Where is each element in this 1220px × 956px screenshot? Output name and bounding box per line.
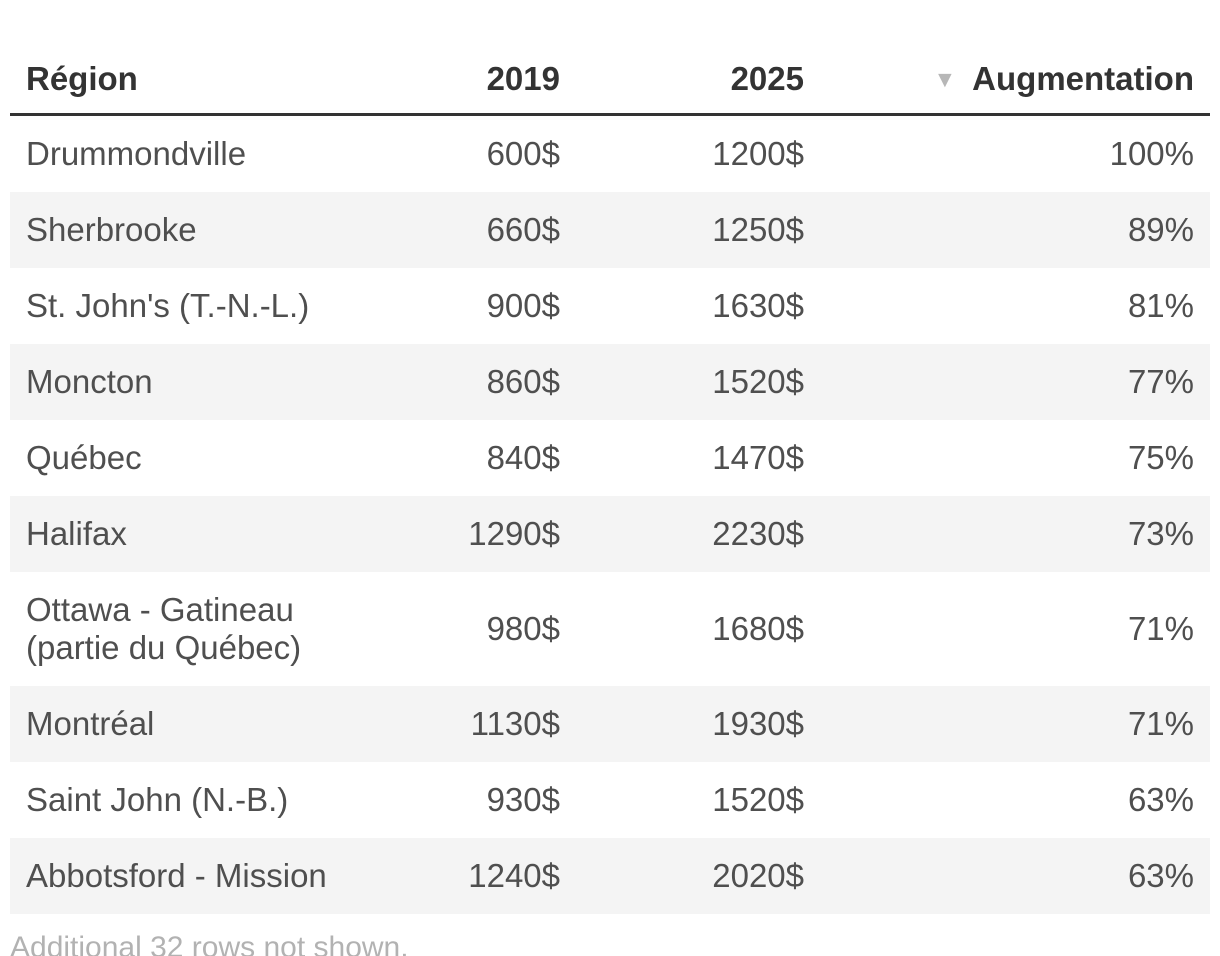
cell-augmentation: 71% [1127,705,1194,742]
sort-desc-icon: ▼ [933,66,957,92]
cell-augmentation: 75% [1127,439,1194,476]
col-header-region[interactable]: Région [10,22,390,116]
cell-2019: 660$ [486,211,560,248]
cell-2025: 2230$ [712,515,804,552]
cell-2019: 980$ [486,610,560,647]
cell-2025: 1250$ [712,211,804,248]
cell-2025: 1470$ [712,439,804,476]
cell-2025: 1930$ [712,705,804,742]
col-header-augmentation[interactable]: ▼ Augmentation [820,22,1210,116]
cell-augmentation: 89% [1127,211,1194,248]
table-row: Sherbrooke 660$ 1250$ 89% [10,192,1210,268]
cell-region: Saint John (N.-B.) [26,781,289,818]
table-row: Montréal 1130$ 1930$ 71% [10,686,1210,762]
cell-region: Abbotsford - Mission [26,857,327,894]
table-row: Drummondville 600$ 1200$ 100% [10,115,1210,193]
cell-region: St. John's (T.-N.-L.) [26,287,310,324]
cell-region: Sherbrooke [26,211,197,248]
cell-augmentation: 81% [1127,287,1194,324]
footer-note: Additional 32 rows not shown. [10,931,409,956]
cell-2019: 860$ [486,363,560,400]
cell-augmentation: 63% [1127,781,1194,818]
cell-region: Moncton [26,363,153,400]
cell-augmentation: 71% [1127,610,1194,647]
col-header-region-label: Région [26,60,138,97]
cell-2019: 900$ [486,287,560,324]
cell-region: Montréal [26,705,155,742]
cell-region: Halifax [26,515,127,552]
table-row: Halifax 1290$ 2230$ 73% [10,496,1210,572]
table-row: Saint John (N.-B.) 930$ 1520$ 63% [10,762,1210,838]
header-row: Région 2019 2025 ▼ Augmentation [10,22,1210,116]
cell-augmentation: 73% [1127,515,1194,552]
data-table: Région 2019 2025 ▼ Augmentation Drummond… [10,22,1210,914]
col-header-2025[interactable]: 2025 [576,22,820,116]
cell-augmentation: 63% [1127,857,1194,894]
table-row: Ottawa - Gatineau (partie du Québec) 980… [10,572,1210,686]
cell-2019: 1130$ [470,705,560,742]
table-row: Moncton 860$ 1520$ 77% [10,344,1210,420]
cell-region: Drummondville [26,135,247,172]
table-row: Abbotsford - Mission 1240$ 2020$ 63% [10,838,1210,914]
cell-region: Québec [26,439,142,476]
col-header-augmentation-label: Augmentation [972,60,1194,97]
cell-2025: 1200$ [712,135,804,172]
cell-2025: 1630$ [712,287,804,324]
cell-2025: 1520$ [712,781,804,818]
cell-2019: 600$ [486,135,560,172]
col-header-2019-label: 2019 [486,60,560,97]
cell-augmentation: 100% [1109,135,1194,172]
cell-2025: 1680$ [712,610,804,647]
cell-2019: 930$ [486,781,560,818]
col-header-2019[interactable]: 2019 [390,22,576,116]
col-header-2025-label: 2025 [730,60,804,97]
cell-2019: 840$ [486,439,560,476]
cell-region: Ottawa - Gatineau (partie du Québec) [26,591,302,666]
cell-augmentation: 77% [1127,363,1194,400]
cell-2025: 2020$ [712,857,804,894]
cell-2019: 1290$ [468,515,560,552]
table-row: St. John's (T.-N.-L.) 900$ 1630$ 81% [10,268,1210,344]
cell-2019: 1240$ [468,857,560,894]
table-row: Québec 840$ 1470$ 75% [10,420,1210,496]
cell-2025: 1520$ [712,363,804,400]
